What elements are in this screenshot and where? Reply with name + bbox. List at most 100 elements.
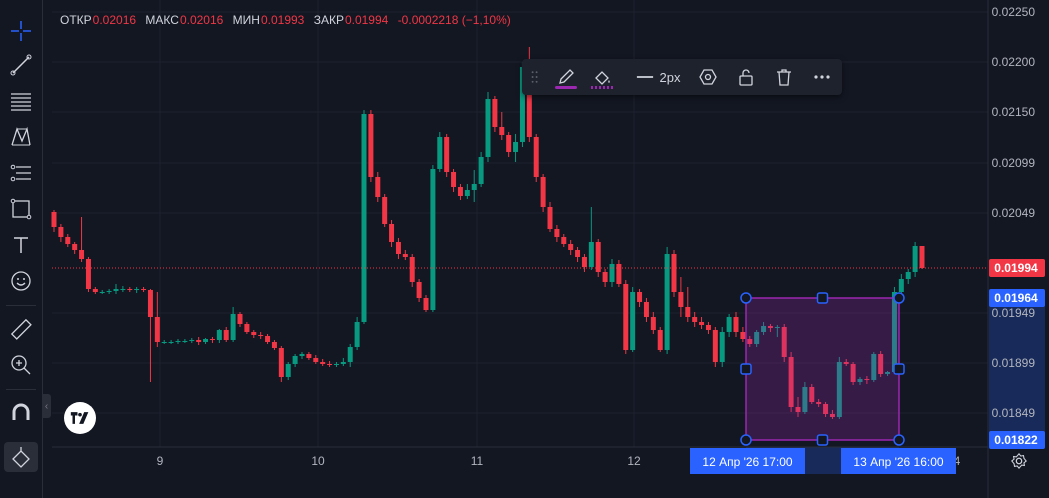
candle <box>802 382 808 414</box>
gear-icon[interactable] <box>1010 452 1028 470</box>
x-tick-label: 10 <box>311 454 325 468</box>
candle-body <box>726 317 732 332</box>
candle-body <box>685 307 691 317</box>
emoji-tool[interactable] <box>4 266 38 296</box>
candle-body <box>354 322 360 347</box>
line-width-button[interactable]: 2px <box>628 59 688 95</box>
candle <box>120 286 126 292</box>
candle <box>754 330 760 347</box>
candle <box>395 238 401 259</box>
crosshair-tool[interactable] <box>4 16 38 46</box>
current-price-badge <box>989 259 1045 277</box>
lock-draw-icon <box>12 447 30 468</box>
tradingview-logo[interactable] <box>64 402 96 434</box>
settings-button[interactable] <box>694 59 722 95</box>
candle <box>781 324 787 362</box>
selection-corner-handle <box>893 292 905 304</box>
candle <box>705 322 711 334</box>
x-tick-label: 11 <box>471 454 484 468</box>
candle-body <box>251 332 257 335</box>
candle <box>127 287 133 292</box>
candle <box>79 217 85 262</box>
candles-layer <box>51 47 925 419</box>
y-tick-label: 0.02150 <box>992 105 1036 119</box>
candle-body <box>767 326 773 328</box>
candle <box>492 96 498 132</box>
candle <box>843 359 849 366</box>
candle <box>685 287 691 322</box>
candle-body <box>333 364 339 365</box>
candle-body <box>416 282 422 298</box>
candle <box>313 355 319 364</box>
candle-body <box>471 184 477 190</box>
toolbar-drag-handle[interactable] <box>528 59 542 95</box>
high-value: 0.02016 <box>179 13 224 27</box>
candle <box>767 324 773 332</box>
candle <box>829 410 835 419</box>
candle <box>99 290 105 294</box>
candle-body <box>395 242 401 254</box>
candle-body <box>189 340 195 341</box>
candle <box>168 340 174 344</box>
rectangle-tool[interactable] <box>4 194 38 224</box>
candle-body <box>161 342 167 343</box>
zoom-tool[interactable] <box>4 350 38 380</box>
y-tick-label: 0.02099 <box>992 156 1036 170</box>
trend-line-tool[interactable] <box>4 50 38 80</box>
candle-body <box>581 257 587 267</box>
line-width-icon <box>636 76 653 78</box>
candle <box>113 284 119 294</box>
candle-body <box>437 137 443 169</box>
toolbar-collapse-button[interactable]: ‹ <box>42 394 51 418</box>
candle <box>278 346 284 382</box>
candle-body <box>389 224 395 242</box>
candle <box>885 371 891 376</box>
drawing-properties-toolbar: 2px <box>522 59 842 95</box>
candle-body <box>230 314 236 340</box>
pencil-icon <box>559 69 574 84</box>
trash-icon <box>777 69 791 86</box>
lock-draw-tool[interactable] <box>4 442 38 472</box>
candle-body <box>699 322 705 325</box>
fib-tool[interactable] <box>4 86 38 116</box>
candle <box>733 312 739 337</box>
lock-button[interactable] <box>732 59 760 95</box>
candle <box>409 254 415 287</box>
line-color-button[interactable] <box>552 59 580 95</box>
candle <box>554 225 560 242</box>
candle <box>609 259 615 287</box>
candle-body <box>506 135 512 152</box>
candle <box>444 134 450 177</box>
candle-body <box>58 227 64 237</box>
candle <box>692 312 698 327</box>
candle <box>595 239 601 277</box>
candle-body <box>120 289 126 290</box>
fill-color-button[interactable] <box>588 59 616 95</box>
more-button[interactable] <box>808 59 836 95</box>
lock-icon <box>739 69 753 86</box>
candle-body <box>774 327 780 328</box>
open-value: 0.02016 <box>92 13 137 27</box>
low-value: 0.01993 <box>260 13 305 27</box>
change-value: -0.0002218 (−1,10%) <box>397 13 511 27</box>
magnet-tool[interactable] <box>4 398 38 428</box>
candle-body <box>829 414 835 417</box>
selection-start-time-label: 12 Апр '26 17:00 <box>702 455 793 469</box>
text-tool[interactable] <box>4 230 38 260</box>
candle <box>774 325 780 337</box>
time-axis[interactable]: 9 10 11 12 4 12 Апр '26 17:00 13 Апр '26 16:00 <box>52 446 988 474</box>
candle-body <box>747 339 753 344</box>
pattern-tool[interactable] <box>4 122 38 152</box>
candle-body <box>705 325 711 330</box>
candle-body <box>609 264 615 282</box>
zoom-icon <box>11 355 31 375</box>
candle-body <box>127 289 133 290</box>
delete-button[interactable] <box>770 59 798 95</box>
candle-body <box>809 387 815 402</box>
ruler-tool[interactable] <box>4 314 38 344</box>
candle-body <box>464 190 470 196</box>
price-axis[interactable]: 0.02250 0.02200 0.02150 0.02099 0.02049 0.019… <box>987 0 1045 498</box>
candle <box>581 254 587 272</box>
forecast-tool[interactable] <box>4 158 38 188</box>
